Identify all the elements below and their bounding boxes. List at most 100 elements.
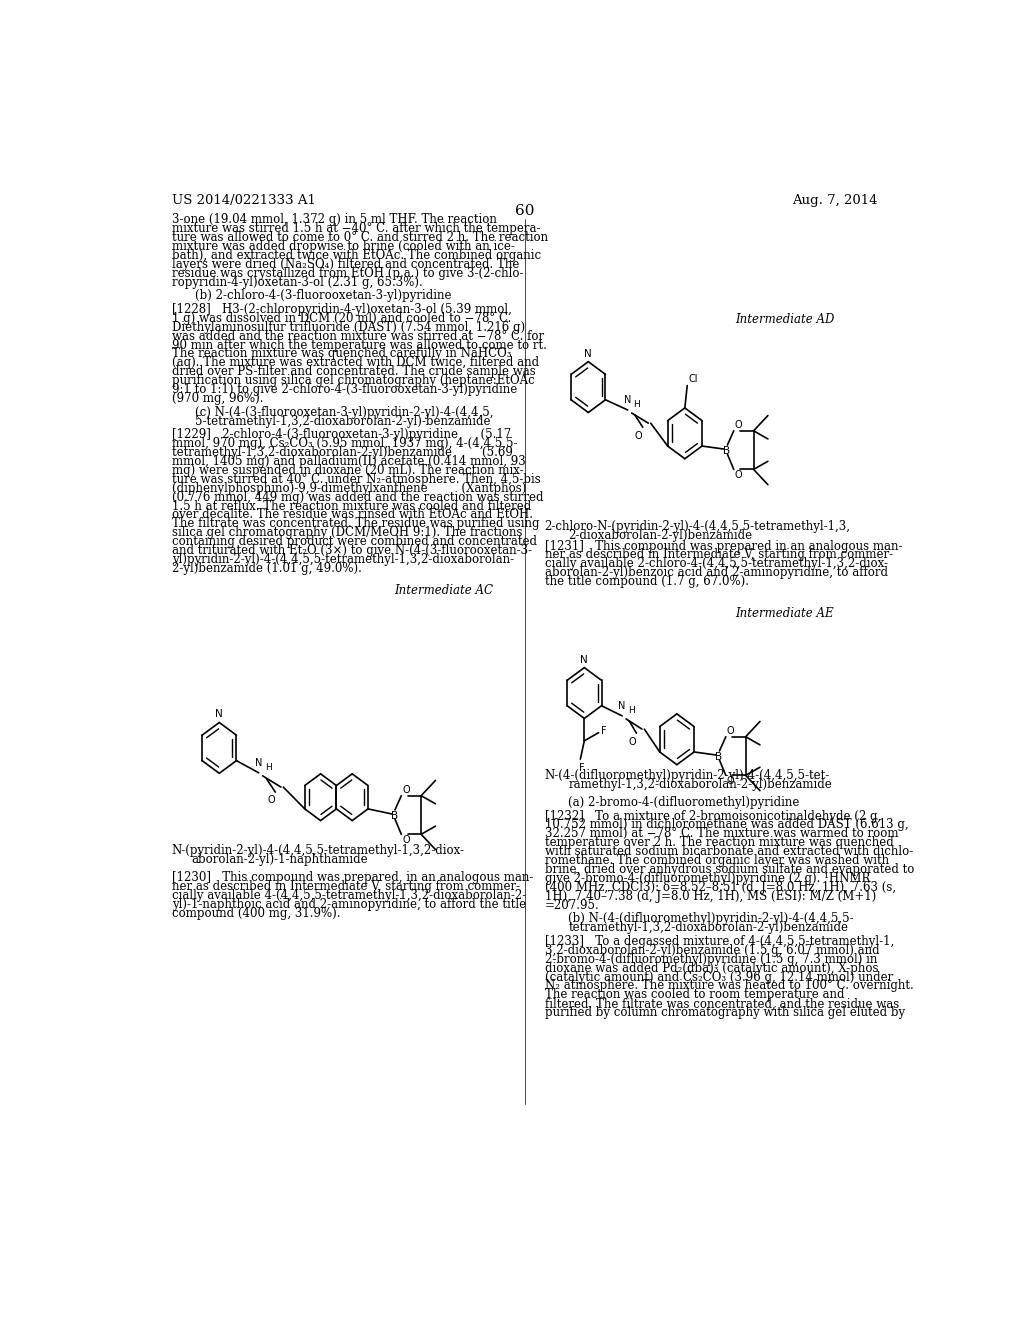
Text: ture was allowed to come to 0° C. and stirred 2 h. The reaction: ture was allowed to come to 0° C. and st… — [172, 231, 548, 244]
Text: 2-yl)benzamide (1.01 g, 49.0%).: 2-yl)benzamide (1.01 g, 49.0%). — [172, 562, 361, 576]
Text: F: F — [601, 726, 606, 735]
Text: US 2014/0221333 A1: US 2014/0221333 A1 — [172, 194, 315, 207]
Text: B: B — [390, 810, 397, 821]
Text: (a) 2-bromo-4-(difluoromethyl)pyridine: (a) 2-bromo-4-(difluoromethyl)pyridine — [568, 796, 800, 809]
Text: over decalite. The residue was rinsed with EtOAc and EtOH.: over decalite. The residue was rinsed wi… — [172, 508, 532, 521]
Text: The filtrate was concentrated. The residue was purified using: The filtrate was concentrated. The resid… — [172, 517, 540, 531]
Text: Aug. 7, 2014: Aug. 7, 2014 — [793, 194, 878, 207]
Text: containing desired product were combined and concentrated: containing desired product were combined… — [172, 536, 537, 548]
Text: [1231]   This compound was prepared in an analogous man-: [1231] This compound was prepared in an … — [545, 540, 902, 553]
Text: B: B — [715, 752, 722, 762]
Text: tetramethyl-1,3,2-dioxaborolan-2-yl)benzamide: tetramethyl-1,3,2-dioxaborolan-2-yl)benz… — [568, 921, 849, 935]
Text: The reaction was cooled to room temperature and: The reaction was cooled to room temperat… — [545, 989, 844, 1002]
Text: Diethylaminosulfur trifluoride (DAST) (7.54 mmol, 1.216 g): Diethylaminosulfur trifluoride (DAST) (7… — [172, 321, 524, 334]
Text: 1 g) was dissolved in DCM (20 ml) and cooled to −78° C.: 1 g) was dissolved in DCM (20 ml) and co… — [172, 312, 511, 325]
Text: N: N — [215, 709, 223, 719]
Text: and triturated with Et₂O (3×) to give N-(4-(3-fluorooxetan-3-: and triturated with Et₂O (3×) to give N-… — [172, 544, 531, 557]
Text: (c) N-(4-(3-fluorooxetan-3-yl)pyridin-2-yl)-4-(4,4,5,: (c) N-(4-(3-fluorooxetan-3-yl)pyridin-2-… — [196, 405, 494, 418]
Text: =207.95.: =207.95. — [545, 899, 599, 912]
Text: N-(pyridin-2-yl)-4-(4,4,5,5-tetramethyl-1,3,2-diox-: N-(pyridin-2-yl)-4-(4,4,5,5-tetramethyl-… — [172, 845, 465, 858]
Text: [1228]   H3-(2-chloropyridin-4-yl)oxetan-3-ol (5.39 mmol,: [1228] H3-(2-chloropyridin-4-yl)oxetan-3… — [172, 302, 512, 315]
Text: O: O — [734, 470, 742, 480]
Text: N-(4-(difluoromethyl)pyridin-2-yl)-4-(4,4,5,5-tet-: N-(4-(difluoromethyl)pyridin-2-yl)-4-(4,… — [545, 770, 829, 783]
Text: purified by column chromatography with silica gel eluted by: purified by column chromatography with s… — [545, 1006, 905, 1019]
Text: mg) were suspended in dioxane (20 mL). The reaction mix-: mg) were suspended in dioxane (20 mL). T… — [172, 463, 523, 477]
Text: 10.752 mmol) in dichloromethane was added DAST (6.613 g,: 10.752 mmol) in dichloromethane was adde… — [545, 818, 908, 832]
Text: O: O — [402, 784, 410, 795]
Text: 90 min after which the temperature was allowed to come to rt.: 90 min after which the temperature was a… — [172, 338, 547, 351]
Text: 3-one (19.04 mmol, 1.372 g) in 5 ml THF. The reaction: 3-one (19.04 mmol, 1.372 g) in 5 ml THF.… — [172, 214, 497, 226]
Text: 32.257 mmol) at −78° C. The mixture was warmed to room: 32.257 mmol) at −78° C. The mixture was … — [545, 828, 898, 841]
Text: 9:1 to 1:1) to give 2-chloro-4-(3-fluorooxetan-3-yl)pyridine: 9:1 to 1:1) to give 2-chloro-4-(3-fluoro… — [172, 383, 517, 396]
Text: N: N — [255, 758, 262, 768]
Text: cially available 4-(4,4,5,5-tetramethyl-1,3,2-dioxaborolan-2-: cially available 4-(4,4,5,5-tetramethyl-… — [172, 890, 526, 902]
Text: give 2-bromo-4-(difluoromethyl)pyridine (2 g). ¹HNMR: give 2-bromo-4-(difluoromethyl)pyridine … — [545, 873, 870, 886]
Text: layers were dried (Na₂SO₄) filtered and concentrated. The: layers were dried (Na₂SO₄) filtered and … — [172, 257, 519, 271]
Text: H: H — [628, 706, 635, 715]
Text: N₂ atmosphere. The mixture was heated to 100° C. overnight.: N₂ atmosphere. The mixture was heated to… — [545, 979, 913, 993]
Text: 5-tetramethyl-1,3,2-dioxaborolan-2-yl)-benzamide: 5-tetramethyl-1,3,2-dioxaborolan-2-yl)-b… — [196, 414, 490, 428]
Text: mmol, 970 mg), Cs₂CO₃ (5.95 mmol, 1937 mg), 4-(4,4,5,5-: mmol, 970 mg), Cs₂CO₃ (5.95 mmol, 1937 m… — [172, 437, 517, 450]
Text: mixture was added dropwise to brine (cooled with an ice-: mixture was added dropwise to brine (coo… — [172, 240, 514, 253]
Text: O: O — [402, 836, 410, 845]
Text: dioxane was added Pd₂(dba)₃ (catalytic amount), X-phos: dioxane was added Pd₂(dba)₃ (catalytic a… — [545, 961, 879, 974]
Text: (400 MHz, CDCl3): δ=8.52–8.51 (d, J=8.0 Hz, 1H), 7.63 (s,: (400 MHz, CDCl3): δ=8.52–8.51 (d, J=8.0 … — [545, 880, 896, 894]
Text: N: N — [581, 655, 588, 664]
Text: N: N — [624, 395, 632, 405]
Text: (aq). The mixture was extracted with DCM twice, filtered and: (aq). The mixture was extracted with DCM… — [172, 356, 539, 370]
Text: with saturated sodium bicarbonate and extracted with dichlo-: with saturated sodium bicarbonate and ex… — [545, 845, 912, 858]
Text: ner as described in Intermediate V, starting from commer-: ner as described in Intermediate V, star… — [545, 549, 893, 561]
Text: the title compound (1.7 g, 67.0%).: the title compound (1.7 g, 67.0%). — [545, 576, 749, 589]
Text: (970 mg, 96%).: (970 mg, 96%). — [172, 392, 263, 405]
Text: O: O — [727, 726, 734, 735]
Text: mixture was stirred 1.5 h at −40° C. after which the tempera-: mixture was stirred 1.5 h at −40° C. aft… — [172, 222, 540, 235]
Text: The reaction mixture was quenched carefully in NaHCO₃: The reaction mixture was quenched carefu… — [172, 347, 511, 360]
Text: ropyridin-4-yl)oxetan-3-ol (2.31 g, 65.3%).: ropyridin-4-yl)oxetan-3-ol (2.31 g, 65.3… — [172, 276, 422, 289]
Text: O: O — [629, 738, 636, 747]
Text: ramethyl-1,3,2-dioxaborolan-2-yl)benzamide: ramethyl-1,3,2-dioxaborolan-2-yl)benzami… — [568, 779, 833, 791]
Text: (diphenylphosphino)-9,9-dimethylxanthene         (Xantphos): (diphenylphosphino)-9,9-dimethylxanthene… — [172, 482, 526, 495]
Text: Intermediate AC: Intermediate AC — [394, 585, 493, 598]
Text: brine, dried over anhydrous sodium sulfate and evaporated to: brine, dried over anhydrous sodium sulfa… — [545, 863, 914, 876]
Text: (b) N-(4-(difluoromethyl)pyridin-2-yl)-4-(4,4,5,5-: (b) N-(4-(difluoromethyl)pyridin-2-yl)-4… — [568, 912, 854, 925]
Text: 1H), 7.40–7.38 (d, J=8.0 Hz, 1H), MS (ESI): M/Z (M+1): 1H), 7.40–7.38 (d, J=8.0 Hz, 1H), MS (ES… — [545, 890, 876, 903]
Text: yl)-1-naphthoic acid and 2-aminopyridine, to afford the title: yl)-1-naphthoic acid and 2-aminopyridine… — [172, 898, 525, 911]
Text: mmol, 1405 mg) and palladium(II) acetate (0.414 mmol, 93: mmol, 1405 mg) and palladium(II) acetate… — [172, 455, 525, 467]
Text: Intermediate AD: Intermediate AD — [735, 313, 835, 326]
Text: Intermediate AE: Intermediate AE — [735, 607, 834, 619]
Text: [1233]   To a degassed mixture of 4-(4,4,5,5-tetramethyl-1,: [1233] To a degassed mixture of 4-(4,4,5… — [545, 935, 894, 948]
Text: O: O — [734, 420, 742, 430]
Text: aborolan-2-yl)-1-naphthamide: aborolan-2-yl)-1-naphthamide — [191, 854, 368, 866]
Text: aborolan-2-yl)benzoic acid and 2-aminopyridine, to afford: aborolan-2-yl)benzoic acid and 2-aminopy… — [545, 566, 888, 579]
Text: temperature over 2 h. The reaction mixture was quenched: temperature over 2 h. The reaction mixtu… — [545, 837, 893, 849]
Text: compound (400 mg, 31.9%).: compound (400 mg, 31.9%). — [172, 907, 340, 920]
Text: [1232]   To a mixture of 2-bromoisonicotinaldehyde (2 g,: [1232] To a mixture of 2-bromoisonicotin… — [545, 809, 881, 822]
Text: O: O — [727, 776, 734, 787]
Text: cially available 2-chloro-4-(4,4,5,5-tetramethyl-1,3,2-diox-: cially available 2-chloro-4-(4,4,5,5-tet… — [545, 557, 888, 570]
Text: bath), and extracted twice with EtOAc. The combined organic: bath), and extracted twice with EtOAc. T… — [172, 249, 541, 263]
Text: 3,2-dioxaborolan-2-yl)benzamide (1.5 g, 6.07 mmol) and: 3,2-dioxaborolan-2-yl)benzamide (1.5 g, … — [545, 944, 880, 957]
Text: [1230]   This compound was prepared, in an analogous man-: [1230] This compound was prepared, in an… — [172, 871, 534, 884]
Text: residue was crystallized from EtOH (p.a.) to give 3-(2-chlo-: residue was crystallized from EtOH (p.a.… — [172, 267, 523, 280]
Text: B: B — [723, 446, 730, 457]
Text: 1.5 h at reflux. The reaction mixture was cooled and filtered: 1.5 h at reflux. The reaction mixture wa… — [172, 499, 530, 512]
Text: F: F — [580, 763, 585, 774]
Text: (catalytic amount) and Cs₂CO₃ (3.96 g, 12.14 mmol) under: (catalytic amount) and Cs₂CO₃ (3.96 g, 1… — [545, 970, 893, 983]
Text: romethane. The combined organic layer was washed with: romethane. The combined organic layer wa… — [545, 854, 889, 867]
Text: purification using silica gel chromatography (heptane:EtOAc: purification using silica gel chromatogr… — [172, 375, 535, 387]
Text: yl)pyridin-2-yl)-4-(4,4,5,5-tetramethyl-1,3,2-dioxaborolan-: yl)pyridin-2-yl)-4-(4,4,5,5-tetramethyl-… — [172, 553, 514, 566]
Text: (0.776 mmol, 449 mg) was added and the reaction was stirred: (0.776 mmol, 449 mg) was added and the r… — [172, 491, 543, 503]
Text: 2-chloro-N-(pyridin-2-yl)-4-(4,4,5,5-tetramethyl-1,3,: 2-chloro-N-(pyridin-2-yl)-4-(4,4,5,5-tet… — [545, 520, 851, 533]
Text: ner as described in Intermediate V, starting from commer-: ner as described in Intermediate V, star… — [172, 880, 520, 894]
Text: (b) 2-chloro-4-(3-fluorooxetan-3-yl)pyridine: (b) 2-chloro-4-(3-fluorooxetan-3-yl)pyri… — [196, 289, 452, 302]
Text: dried over PS-filter and concentrated. The crude sample was: dried over PS-filter and concentrated. T… — [172, 366, 536, 379]
Text: O: O — [267, 795, 275, 805]
Text: H: H — [265, 763, 271, 772]
Text: ture was stirred at 40° C. under N₂-atmosphere. Then, 4,5-bis: ture was stirred at 40° C. under N₂-atmo… — [172, 473, 541, 486]
Text: Cl: Cl — [688, 374, 697, 384]
Text: H: H — [633, 400, 640, 409]
Text: silica gel chromatography (DCM/MeOH 9:1). The fractions: silica gel chromatography (DCM/MeOH 9:1)… — [172, 527, 522, 540]
Text: 2-dioxaborolan-2-yl)benzamide: 2-dioxaborolan-2-yl)benzamide — [568, 529, 753, 543]
Text: N: N — [618, 701, 626, 710]
Text: filtered. The filtrate was concentrated, and the residue was: filtered. The filtrate was concentrated,… — [545, 998, 899, 1010]
